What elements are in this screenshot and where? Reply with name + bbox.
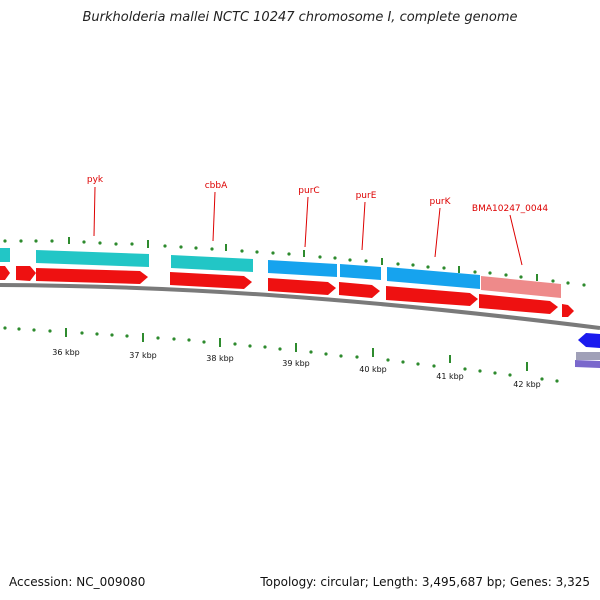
cds-arrow[interactable] <box>16 266 36 281</box>
cds-arrow[interactable] <box>268 278 336 295</box>
gene-label-pyk[interactable]: pyk <box>87 175 104 185</box>
genome-summary-text: Topology: circular; Length: 3,495,687 bp… <box>260 575 590 589</box>
cds-arrow[interactable] <box>339 282 380 298</box>
gene-bar-purE[interactable] <box>340 264 381 280</box>
lower-tick-ring <box>3 326 559 383</box>
forward-genes <box>0 248 561 298</box>
right-edge-features <box>575 333 600 368</box>
gene-bar-purC[interactable] <box>268 260 337 277</box>
scale-label-42kbp: 42 kbp <box>513 380 541 389</box>
gene-label-BMA10247_0044[interactable]: BMA10247_0044 <box>472 204 548 214</box>
purple-band <box>575 360 600 368</box>
scale-labels: 36 kbp 37 kbp 38 kbp 39 kbp 40 kbp 41 kb… <box>52 348 541 389</box>
cds-arrows <box>0 266 574 317</box>
gene-labels: pyk cbbA purC purE purK BMA10247_0044 <box>87 175 548 214</box>
gene-label-purE[interactable]: purE <box>356 191 377 201</box>
gene-bar-pyk[interactable] <box>36 250 149 267</box>
cds-arrow[interactable] <box>479 294 558 314</box>
gene-bar[interactable] <box>0 248 10 262</box>
cds-arrow[interactable] <box>0 266 10 280</box>
map-title: Burkholderia mallei NCTC 10247 chromosom… <box>82 10 518 25</box>
cds-arrow[interactable] <box>386 286 478 306</box>
upper-tick-ring <box>3 237 586 287</box>
gene-label-purK[interactable]: purK <box>429 197 451 207</box>
gene-label-cbbA[interactable]: cbbA <box>205 181 228 191</box>
cds-arrow[interactable] <box>170 272 252 289</box>
cds-arrow[interactable] <box>562 304 574 317</box>
backbone-ring <box>0 283 600 330</box>
scale-label-38kbp: 38 kbp <box>206 354 234 363</box>
scale-label-40kbp: 40 kbp <box>359 365 387 374</box>
gene-bar-BMA10247_0044[interactable] <box>481 276 561 298</box>
gene-bar-cbbA[interactable] <box>171 255 253 272</box>
gene-label-leaders <box>93 186 523 266</box>
gene-bar-purK[interactable] <box>387 267 480 289</box>
accession-text: Accession: NC_009080 <box>9 575 146 589</box>
rrna-arrow[interactable] <box>578 333 600 348</box>
gray-band <box>576 352 600 360</box>
gene-label-purC[interactable]: purC <box>298 186 319 196</box>
scale-label-39kbp: 39 kbp <box>282 359 310 368</box>
scale-label-37kbp: 37 kbp <box>129 351 157 360</box>
cds-arrow[interactable] <box>36 268 148 284</box>
scale-label-41kbp: 41 kbp <box>436 372 464 381</box>
scale-label-36kbp: 36 kbp <box>52 348 80 357</box>
